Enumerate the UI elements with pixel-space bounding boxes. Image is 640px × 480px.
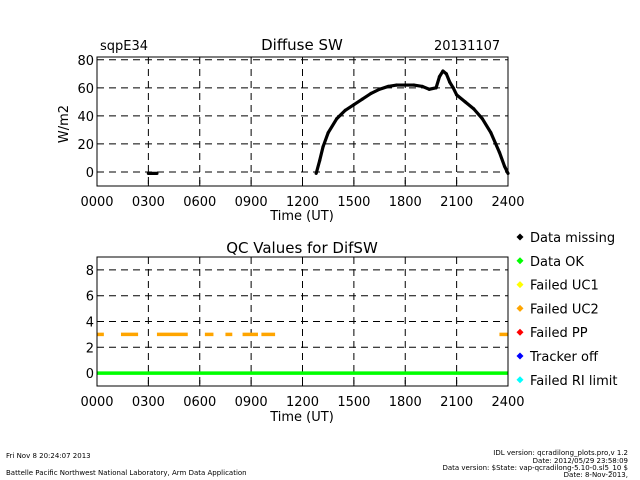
chart1-title: Diffuse SW [261, 36, 343, 54]
chart1-series-segment [352, 97, 365, 107]
legend-marker [516, 304, 524, 312]
chart1-x-tick-label: 2400 [491, 195, 524, 210]
chart1-x-tick-label: 1800 [389, 195, 422, 210]
chart1-series [146, 69, 510, 175]
legend-label: Data missing [530, 231, 615, 246]
chart1-y-tick-label: 60 [77, 82, 94, 97]
legend-label: Failed UC1 [530, 279, 599, 294]
chart2-x-tick-label: 1500 [337, 395, 370, 410]
chart2-x-tick-label: 2100 [440, 395, 473, 410]
legend-marker [516, 352, 524, 360]
chart1-series-segment [314, 159, 322, 175]
legend-marker [516, 328, 524, 336]
chart1-series-segment [480, 117, 493, 135]
chart1-y-tick-label: 80 [77, 54, 94, 69]
chart2-x-tick-label: 1200 [286, 395, 319, 410]
chart2-y-tick-label: 6 [86, 290, 94, 305]
chart2-series [97, 332, 508, 375]
legend: Data missing Data OK Failed UC1 Failed UC2 F… [516, 231, 617, 389]
chart1-ylabel: W/m2 [57, 105, 72, 143]
chart1-series-segment [497, 150, 507, 168]
chart1-y-tick-label: 40 [77, 110, 94, 125]
legend-label: Tracker off [529, 350, 599, 365]
legend-marker [516, 257, 524, 265]
chart2-grid [97, 257, 508, 386]
chart2-y-ticks: 0 2 4 6 8 [86, 264, 94, 382]
chart1-series-segment [318, 145, 325, 163]
legend-label: Failed UC2 [530, 302, 599, 317]
chart2-x-tick-label: 0900 [235, 395, 268, 410]
chart2-x-tick-label: 1800 [389, 395, 422, 410]
chart1-series-segment [455, 93, 467, 104]
legend-marker [516, 233, 524, 241]
chart1-series-segment [326, 117, 339, 135]
chart1-series-segment [343, 103, 356, 112]
site-label: sqpE34 [100, 39, 148, 54]
chart2-title: QC Values for DifSW [226, 239, 378, 257]
chart2-x-tick-label: 2400 [491, 395, 524, 410]
chart2-x-tick-label: 0300 [132, 395, 165, 410]
chart1-x-tick-label: 0600 [183, 195, 216, 210]
chart1-x-tick-label: 0900 [235, 195, 268, 210]
chart2-y-tick-label: 4 [86, 316, 94, 331]
chart1-x-tick-label: 0300 [132, 195, 165, 210]
footer-idl-version: IDL version: qcradilong_plots.pro,v 1.2 [493, 449, 628, 457]
chart1-series-segment [463, 100, 476, 111]
chart2-x-ticks: 0000 0300 0600 0900 1200 1500 1800 2100 2400 [80, 380, 525, 410]
footer-idl-date: Date: 2012/05/29 23:58:09 [533, 457, 628, 465]
legend-marker [516, 376, 524, 384]
date-label: 20131107 [434, 39, 500, 54]
legend-label: Failed RI limit [530, 374, 617, 389]
chart1-x-tick-label: 2100 [440, 195, 473, 210]
chart2-y-tick-label: 0 [86, 367, 94, 382]
chart1-series-segment [472, 107, 484, 121]
footer-timestamp: Fri Nov 8 20:24:07 2013 [6, 452, 91, 460]
chart2-y-tick-label: 2 [86, 341, 94, 356]
chart1-series-segment [360, 91, 373, 101]
chart1-y-tick-label: 0 [86, 166, 94, 181]
chart1-series-segment [489, 131, 502, 154]
chart1-series-segment [321, 131, 330, 149]
chart2-x-tick-label: 0000 [80, 395, 113, 410]
chart1-x-ticks: 0000 0300 0600 0900 1200 1500 1800 2100 2400 [80, 180, 525, 210]
legend-marker [516, 281, 524, 289]
chart1-grid [97, 57, 508, 186]
chart1-x-tick-label: 0000 [80, 195, 113, 210]
chart1-series-segment [502, 164, 510, 175]
chart2-y-tick-label: 8 [86, 264, 94, 279]
qc-values-chart: QC Values for DifSW 0 2 4 6 8 0000 0300 0600 09… [80, 239, 524, 425]
diffuse-sw-chart: Diffuse SW 0 20 40 60 80 0000 0300 0600 0900 120… [57, 36, 525, 224]
chart1-series-segment [335, 108, 347, 121]
chart1-series-segment [434, 75, 442, 90]
chart1-xlabel: Time (UT) [269, 209, 334, 224]
chart1-x-tick-label: 1500 [337, 195, 370, 210]
legend-label: Failed PP [530, 326, 588, 341]
chart2-xlabel: Time (UT) [269, 410, 334, 425]
chart2-x-tick-label: 0600 [183, 395, 216, 410]
chart1-y-tick-label: 20 [77, 138, 94, 153]
legend-label: Data OK [530, 255, 584, 270]
footer-institution: Battelle Pacific Northwest National Labo… [6, 469, 247, 477]
footer-data-version: Data version: $State: vap-qcradilong-5.1… [442, 464, 628, 472]
footer-data-date: Date: 8-Nov-2013, [564, 471, 628, 479]
chart1-x-tick-label: 1200 [286, 195, 319, 210]
chart1-y-ticks: 0 20 40 60 80 [77, 54, 94, 181]
